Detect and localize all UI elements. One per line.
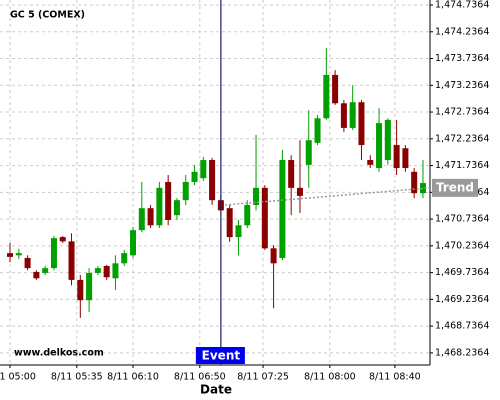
candle-body: [226, 208, 233, 238]
candle-body: [103, 265, 110, 278]
candle-body: [200, 160, 207, 179]
x-tick-label: 8/11 07:25: [237, 372, 289, 383]
candle-body: [191, 171, 198, 182]
y-tick-label: 1,473.7364: [435, 53, 489, 64]
candle-body: [323, 74, 330, 119]
candle-body: [209, 160, 216, 201]
candle-body: [147, 208, 154, 226]
candle-body: [332, 74, 339, 104]
y-tick-label: 1,473.2364: [435, 80, 489, 91]
x-axis-label: Date: [200, 383, 232, 397]
y-tick-label: 1,470.7364: [435, 214, 489, 225]
y-tick-label: 1,468.7364: [435, 321, 489, 332]
candle-body: [384, 119, 391, 161]
candle-body: [59, 237, 66, 242]
candle-body: [340, 103, 347, 128]
candle-body: [24, 257, 31, 269]
watermark: www.delkos.com: [14, 348, 104, 359]
candle-body: [358, 102, 365, 146]
candle-body: [77, 279, 84, 301]
x-tick-label: 8/11 05:00: [0, 372, 36, 383]
trend-label-box: [432, 178, 478, 197]
candle-body: [156, 187, 163, 226]
y-tick-label: 1,469.7364: [435, 267, 489, 278]
candle-body: [367, 160, 374, 165]
candle-body: [244, 204, 251, 226]
candle-body: [349, 102, 356, 128]
x-tick-label: 8/11 06:50: [174, 372, 226, 383]
candle-body: [165, 181, 172, 220]
candle-body: [288, 160, 295, 188]
candle-body: [253, 187, 260, 205]
candle-body: [173, 200, 180, 216]
candle-body: [130, 230, 137, 256]
candle-body: [68, 241, 75, 280]
candle-body: [235, 225, 242, 238]
y-tick-label: 1,472.7364: [435, 107, 489, 118]
y-tick-label: 1,474.7364: [435, 0, 489, 11]
y-tick-label: 1,471.7364: [435, 160, 489, 171]
trend-label: Trend: [436, 180, 474, 194]
candle-body: [270, 248, 277, 264]
candle-body: [261, 187, 268, 249]
candle-body: [112, 263, 119, 279]
chart-title: GC 5 (COMEX): [10, 10, 85, 21]
y-tick-label: 1,468.2364: [435, 347, 489, 358]
candle-body: [279, 160, 286, 258]
candle-body: [15, 253, 22, 256]
event-label: Event: [202, 349, 241, 363]
y-tick-label: 1,469.2364: [435, 294, 489, 305]
candle-body: [33, 271, 40, 279]
candle-body: [138, 208, 145, 231]
y-tick-label: 1,472.2364: [435, 133, 489, 144]
candle-body: [7, 253, 14, 257]
candle-body: [50, 238, 57, 269]
y-tick-label: 1,474.2364: [435, 26, 489, 37]
candle-body: [121, 253, 128, 264]
x-tick-label: 8/11 06:10: [107, 372, 159, 383]
candle-body: [376, 123, 383, 169]
candle-body: [182, 181, 189, 201]
candle-body: [393, 145, 400, 169]
event-label-box: [195, 347, 245, 364]
x-tick-label: 8/11 08:40: [369, 372, 421, 383]
candle-body: [42, 268, 49, 273]
candle-body: [314, 118, 321, 143]
y-tick-label: 1,470.2364: [435, 240, 489, 251]
candle-body: [411, 171, 418, 194]
candle-body: [296, 187, 303, 196]
candle-body: [94, 268, 101, 273]
candle-body: [86, 272, 93, 301]
x-tick-label: 8/11 05:35: [51, 372, 103, 383]
candle-body: [305, 140, 312, 165]
candle-body: [402, 148, 409, 169]
x-tick-label: 8/11 08:00: [304, 372, 356, 383]
candle-body: [419, 183, 426, 194]
